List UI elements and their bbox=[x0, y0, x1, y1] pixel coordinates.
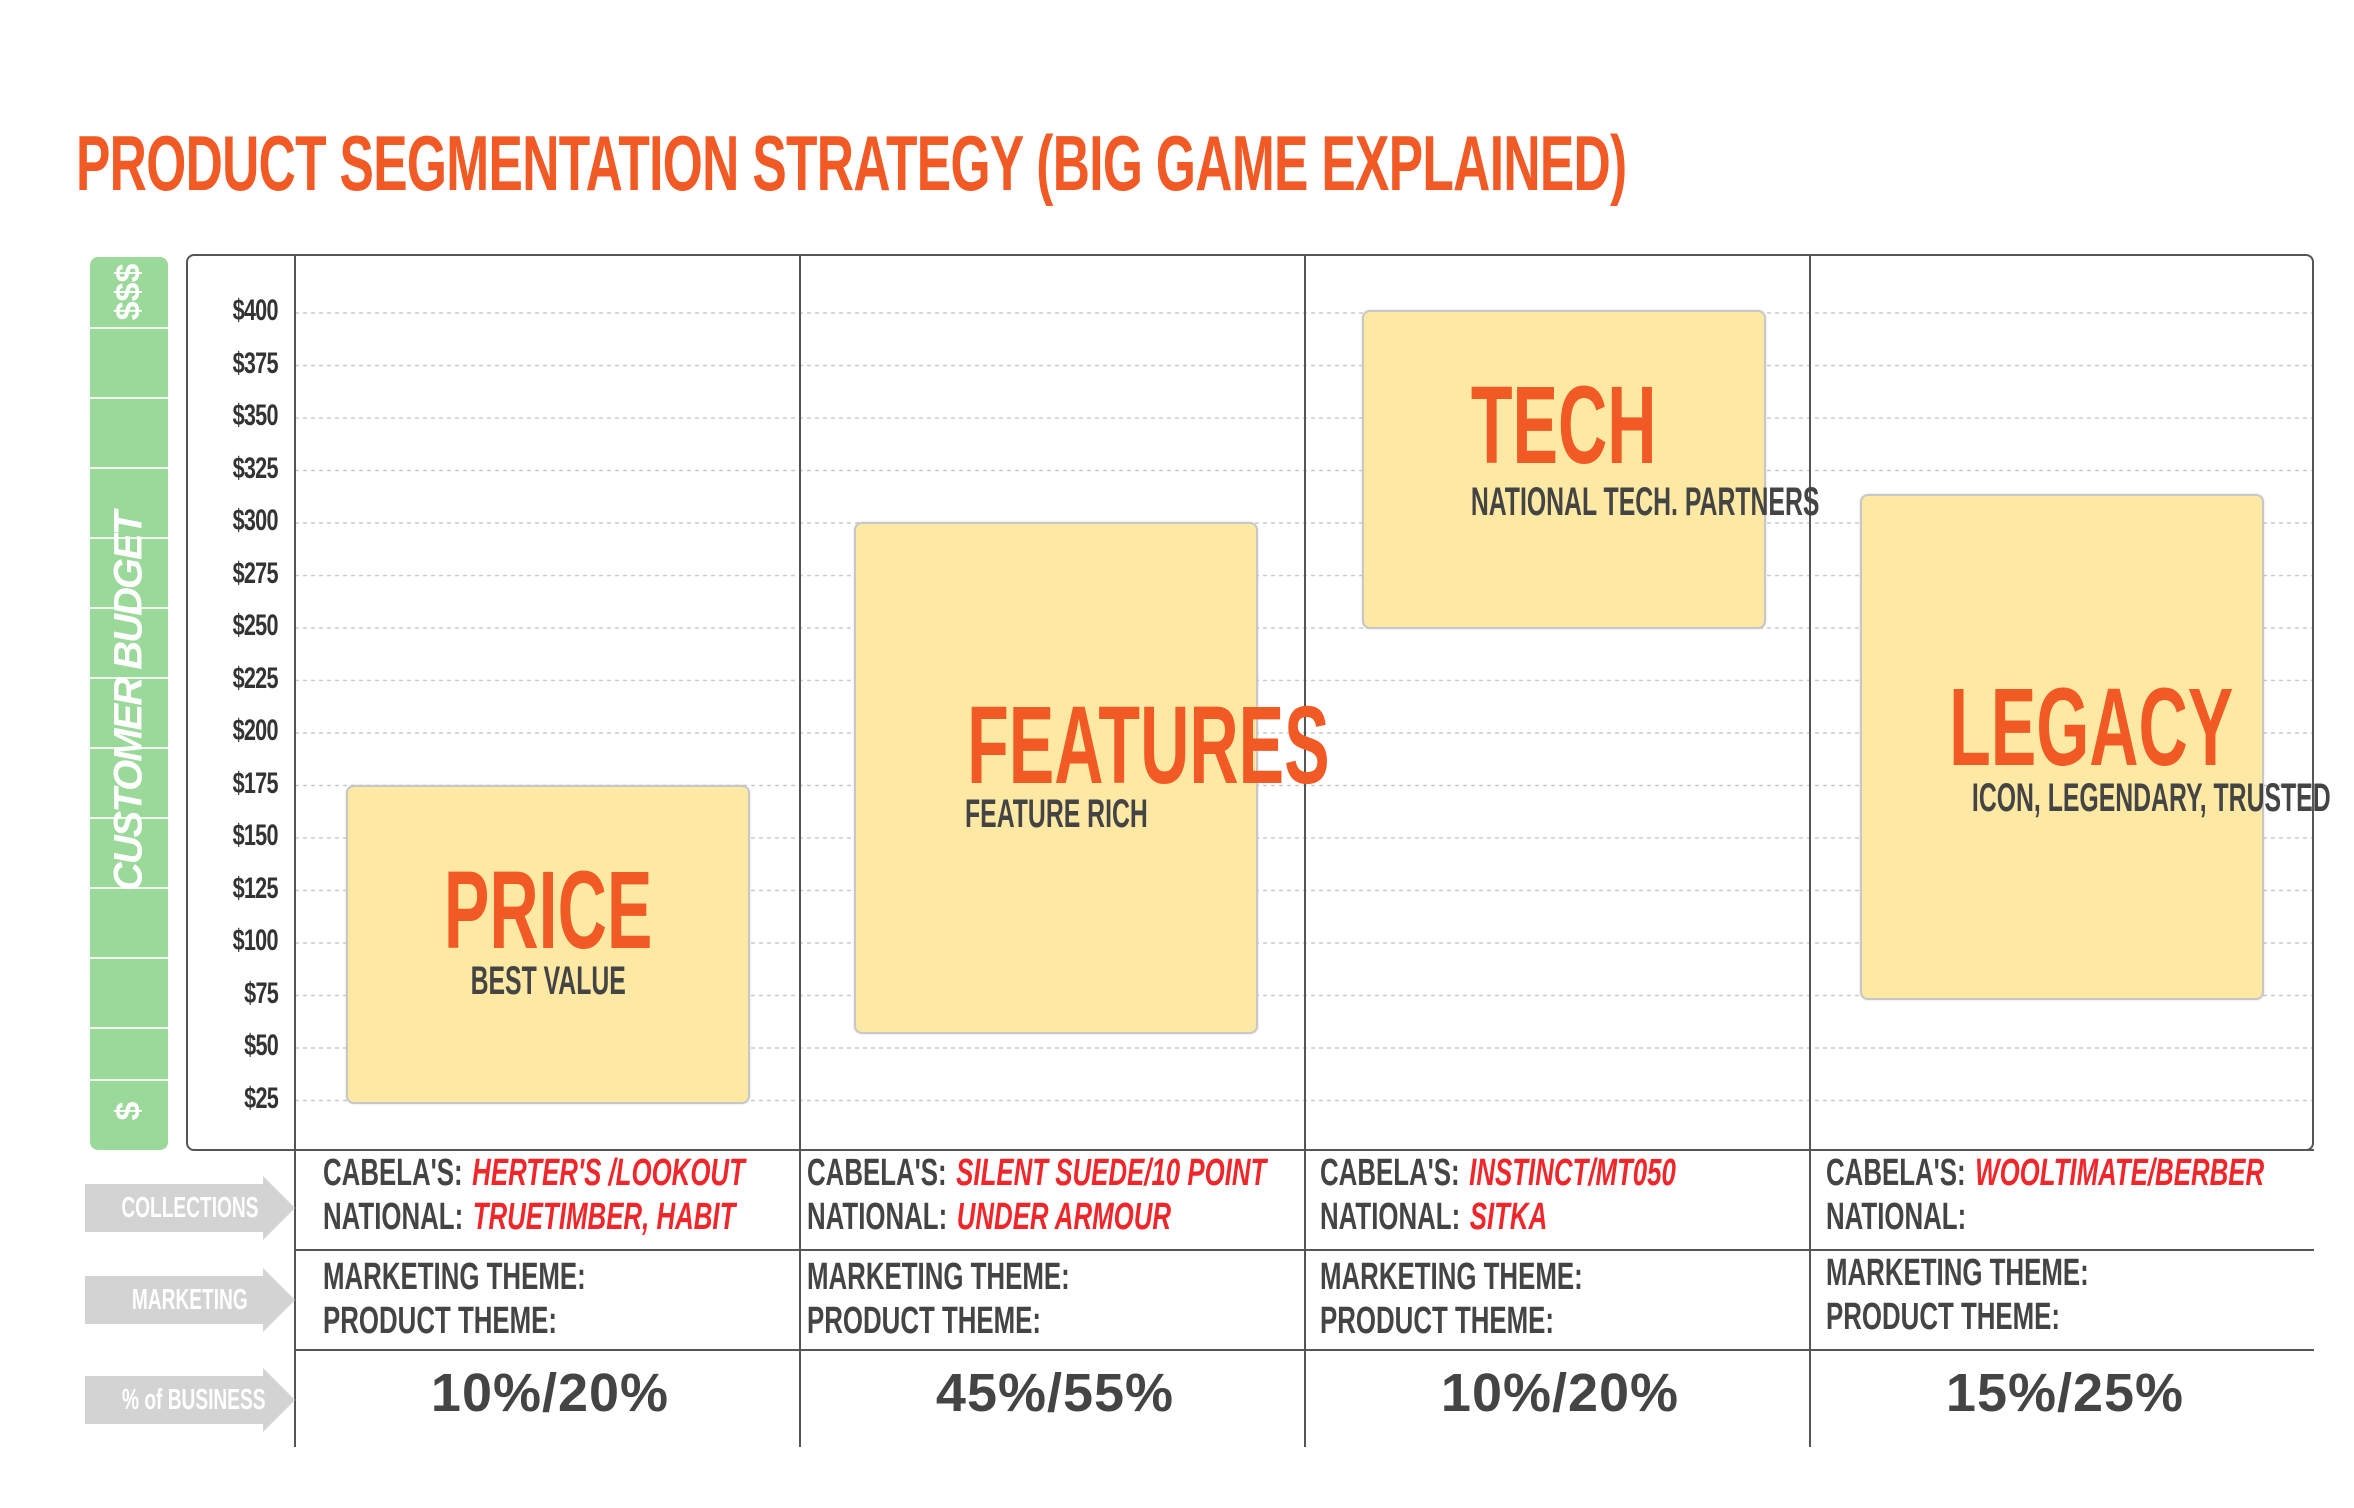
marketing-theme-features: MARKETING THEME: bbox=[807, 1256, 1070, 1298]
collections-cabelas-legacy: CABELA'S: WOOLTIMATE/BERBER bbox=[1826, 1152, 2265, 1194]
marketing-theme-legacy: MARKETING THEME: bbox=[1826, 1252, 2089, 1294]
y-tick-label: $125 bbox=[232, 871, 279, 905]
segment-tech-box: TECH NATIONAL TECH. PARTNERS bbox=[1362, 310, 1819, 629]
customer-budget-bar bbox=[90, 257, 168, 1150]
collections-cabelas-price: CABELA'S: HERTER'S /LOOKOUT bbox=[323, 1152, 745, 1194]
segment-tech-subtitle: NATIONAL TECH. PARTNERS bbox=[1470, 480, 1820, 524]
y-tick-label: $75 bbox=[244, 976, 279, 1010]
collections-cabelas-tech: CABELA'S: INSTINCT/MT050 bbox=[1320, 1152, 1676, 1194]
segment-legacy-subtitle: ICON, LEGENDARY, TRUSTED bbox=[1971, 776, 2331, 820]
collections-national-price: NATIONAL: TRUETIMBER, HABIT bbox=[323, 1196, 736, 1238]
arrow-tag-icon bbox=[85, 1268, 295, 1332]
y-tick-label: $325 bbox=[232, 451, 279, 485]
arrow-tag-icon bbox=[85, 1176, 295, 1240]
y-tick-label: $175 bbox=[232, 766, 279, 800]
business-share-price: 10%/20% bbox=[430, 1363, 670, 1423]
segment-features-subtitle: FEATURE RICH bbox=[964, 792, 1148, 836]
segment-features-box: FEATURES FEATURE RICH bbox=[854, 522, 1330, 1034]
segment-legacy-name: LEGACY bbox=[1949, 666, 2234, 789]
y-tick-label: $250 bbox=[232, 609, 279, 642]
segment-price-name: PRICE bbox=[443, 849, 653, 972]
business-share-legacy: 15%/25% bbox=[1945, 1363, 2185, 1423]
y-tick-label: $350 bbox=[232, 399, 279, 432]
y-tick-label: $225 bbox=[232, 661, 279, 695]
segment-legacy-box: LEGACY ICON, LEGENDARY, TRUSTED bbox=[1860, 494, 2331, 1000]
segment-tech-name: TECH bbox=[1471, 364, 1657, 487]
segment-price-box: PRICE BEST VALUE bbox=[346, 785, 750, 1104]
y-tick-label: $400 bbox=[232, 294, 279, 327]
collections-cabelas-features: CABELA'S: SILENT SUEDE/10 POINT bbox=[807, 1152, 1267, 1194]
segment-features-name: FEATURES bbox=[967, 684, 1330, 807]
product-theme-features: PRODUCT THEME: bbox=[807, 1300, 1041, 1342]
collections-national-legacy: NATIONAL: bbox=[1826, 1196, 1967, 1238]
marketing-theme-price: MARKETING THEME: bbox=[323, 1256, 586, 1298]
y-tick-label: $275 bbox=[232, 556, 279, 590]
collections-national-tech: NATIONAL: SITKA bbox=[1320, 1196, 1548, 1238]
segment-price-subtitle: BEST VALUE bbox=[470, 959, 626, 1003]
y-tick-label: $375 bbox=[232, 346, 279, 380]
collections-national-features: NATIONAL: UNDER ARMOUR bbox=[807, 1196, 1172, 1238]
row-label-business: % of BUSINESS bbox=[85, 1368, 305, 1432]
y-tick-label: $150 bbox=[232, 819, 279, 852]
row-label-collections: COLLECTIONS bbox=[85, 1176, 305, 1240]
marketing-theme-tech: MARKETING THEME: bbox=[1320, 1256, 1583, 1298]
business-share-tech: 10%/20% bbox=[1440, 1363, 1680, 1423]
arrow-tag-icon bbox=[85, 1368, 295, 1432]
y-tick-label: $50 bbox=[244, 1029, 279, 1062]
y-tick-label: $25 bbox=[244, 1081, 279, 1115]
y-tick-label: $100 bbox=[232, 924, 279, 957]
y-tick-label: $200 bbox=[232, 714, 279, 747]
product-theme-tech: PRODUCT THEME: bbox=[1320, 1300, 1554, 1342]
row-label-marketing: MARKETING bbox=[85, 1268, 305, 1332]
business-share-features: 45%/55% bbox=[935, 1363, 1175, 1423]
product-theme-legacy: PRODUCT THEME: bbox=[1826, 1296, 2060, 1338]
y-tick-label: $300 bbox=[232, 504, 279, 537]
product-theme-price: PRODUCT THEME: bbox=[323, 1300, 557, 1342]
